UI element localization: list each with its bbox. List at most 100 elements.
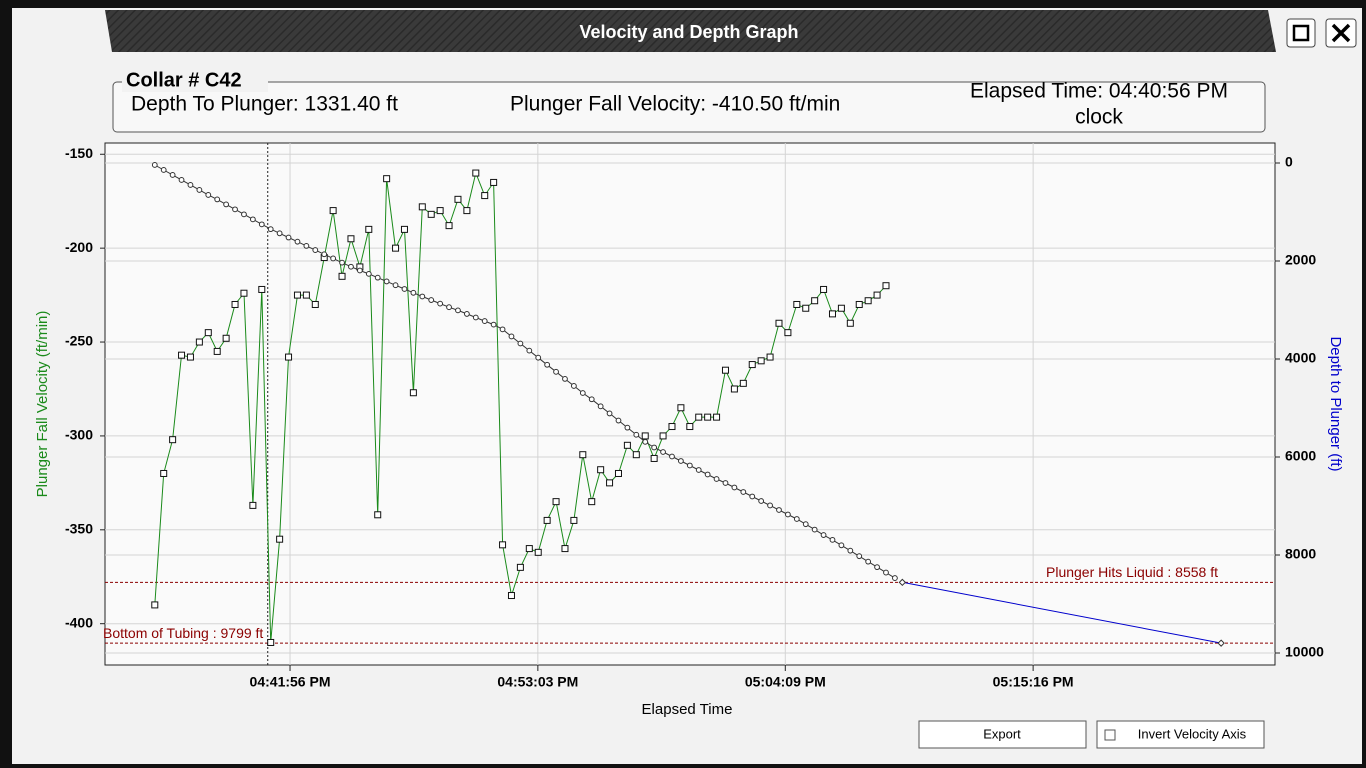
depth-point — [633, 431, 640, 438]
depth-point — [276, 230, 283, 237]
depth-point — [811, 526, 818, 533]
export-button[interactable] — [918, 720, 1087, 749]
velocity-point — [828, 310, 836, 318]
depth-point — [446, 304, 452, 311]
velocity-point — [873, 291, 881, 299]
depth-point — [740, 489, 747, 495]
velocity-point — [445, 222, 453, 230]
depth-point — [472, 314, 479, 321]
velocity-point — [855, 300, 863, 308]
x-tick-label: 04:53:03 PM — [497, 674, 578, 690]
x-axis-label: Elapsed Time — [642, 701, 733, 718]
depth-point — [865, 558, 872, 565]
maximize-icon — [1292, 24, 1310, 42]
invert-button[interactable] — [1096, 720, 1265, 749]
depth-point — [223, 201, 230, 208]
velocity-point — [784, 329, 792, 337]
depth-point — [892, 575, 898, 581]
velocity-point — [748, 361, 756, 369]
depth-point — [312, 247, 319, 253]
depth-point — [856, 553, 863, 560]
depth-point — [267, 226, 274, 233]
depth-point — [249, 216, 256, 223]
x-tick-label: 05:04:09 PM — [745, 674, 826, 690]
depth-point — [785, 511, 791, 518]
depth-point — [820, 532, 827, 538]
depth-point — [356, 267, 363, 274]
depth-point — [758, 498, 765, 504]
x-tick-label: 05:15:16 PM — [993, 674, 1074, 690]
depth-point — [410, 289, 417, 296]
depth-point — [178, 177, 185, 183]
depth-point — [847, 547, 854, 554]
depth-point — [392, 282, 399, 289]
depth-point — [677, 458, 684, 464]
velocity-point — [846, 319, 854, 327]
depth-point — [642, 438, 649, 445]
y2-tick-label: 6000 — [1285, 448, 1316, 464]
depth-point — [169, 172, 176, 178]
velocity-point — [721, 366, 729, 374]
y-axis-label: Plunger Fall Velocity (ft/min) — [34, 311, 51, 498]
depth-point — [802, 521, 809, 528]
velocity-point — [472, 169, 480, 177]
velocity-point — [267, 638, 275, 646]
maximize-button[interactable] — [1286, 18, 1316, 48]
velocity-point — [730, 385, 738, 393]
velocity-point — [588, 498, 596, 506]
depth-point — [428, 297, 435, 303]
close-icon — [1331, 23, 1351, 43]
velocity-point — [418, 203, 426, 211]
depth-point — [669, 453, 675, 460]
depth-point — [570, 383, 577, 389]
velocity-readout: Plunger Fall Velocity: -410.50 ft/min — [510, 93, 840, 116]
velocity-point — [276, 535, 284, 543]
depth-point — [187, 182, 194, 188]
velocity-point — [543, 516, 551, 524]
velocity-point — [516, 563, 524, 571]
velocity-point — [507, 592, 515, 600]
depth-point — [339, 259, 345, 266]
depth-point — [321, 251, 328, 258]
velocity-point — [704, 413, 712, 421]
y-tick-label: -350 — [65, 521, 93, 537]
velocity-point — [436, 207, 444, 215]
depth-point — [1217, 639, 1225, 647]
velocity-point — [677, 404, 685, 412]
velocity-point — [213, 347, 221, 355]
velocity-point — [695, 413, 703, 421]
velocity-point — [864, 297, 872, 305]
velocity-point — [463, 207, 471, 215]
depth-point — [588, 396, 595, 403]
depth-point — [205, 192, 212, 198]
velocity-point — [204, 329, 212, 337]
depth-point — [401, 286, 408, 292]
depth-point — [829, 536, 836, 543]
y2-tick-label: 0 — [1285, 154, 1293, 170]
velocity-point — [383, 175, 391, 183]
depth-point — [713, 476, 720, 482]
velocity-point — [454, 195, 462, 203]
series-line — [902, 581, 1222, 644]
depth-point — [241, 211, 247, 218]
depth-point — [874, 564, 880, 571]
depth-point — [624, 424, 631, 431]
velocity-point — [481, 192, 489, 200]
time-mode: clock — [1075, 106, 1123, 129]
depth-point — [695, 467, 702, 473]
velocity-point — [623, 441, 631, 449]
depth-point — [455, 307, 461, 314]
invert-checkbox[interactable] — [1104, 729, 1116, 741]
elapsed-readout: Elapsed Time: 04:40:56 PM — [970, 80, 1228, 103]
depth-point — [258, 221, 265, 228]
velocity-point — [329, 207, 337, 215]
velocity-point — [614, 469, 622, 477]
velocity-point — [365, 225, 373, 233]
header-box — [112, 81, 1266, 133]
y2-axis-label: Depth to Plunger (ft) — [1327, 336, 1344, 471]
depth-point — [767, 502, 773, 509]
depth-point — [463, 311, 470, 317]
velocity-point — [293, 291, 301, 299]
depth-point — [606, 410, 613, 417]
